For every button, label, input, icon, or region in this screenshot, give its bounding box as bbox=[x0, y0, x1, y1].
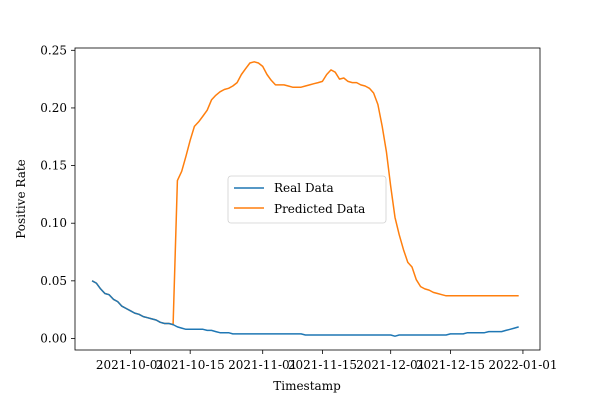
y-axis: 0.00 0.05 0.10 0.15 0.20 0.25 bbox=[40, 43, 75, 345]
y-tick-label: 0.20 bbox=[40, 101, 67, 115]
series-line-real-data bbox=[91, 280, 519, 337]
legend-label-real-data: Real Data bbox=[274, 181, 334, 195]
legend-label-predicted-data: Predicted Data bbox=[274, 202, 365, 216]
x-tick-label: 2021-10-01 bbox=[96, 358, 165, 372]
legend-frame bbox=[227, 175, 387, 224]
y-axis-title: Positive Rate bbox=[14, 159, 28, 239]
legend: Real Data Predicted Data bbox=[227, 175, 387, 224]
y-tick-label: 0.15 bbox=[40, 159, 67, 173]
y-tick-label: 0.25 bbox=[40, 43, 67, 57]
x-tick-label: 2021-12-15 bbox=[416, 358, 485, 372]
plot-frame bbox=[74, 47, 541, 351]
y-tick-label: 0.05 bbox=[40, 274, 67, 288]
x-tick-label: 2021-11-01 bbox=[228, 358, 297, 372]
x-axis-title: Timestamp bbox=[273, 379, 341, 393]
y-tick-label: 0.00 bbox=[40, 331, 67, 345]
x-tick-label: 2021-10-15 bbox=[156, 358, 225, 372]
x-tick-label: 2022-01-01 bbox=[488, 358, 557, 372]
y-tick-label: 0.10 bbox=[40, 216, 67, 230]
x-tick-label: 2021-12-01 bbox=[356, 358, 425, 372]
x-tick-label: 2021-11-15 bbox=[288, 358, 357, 372]
plot-area bbox=[91, 61, 519, 337]
